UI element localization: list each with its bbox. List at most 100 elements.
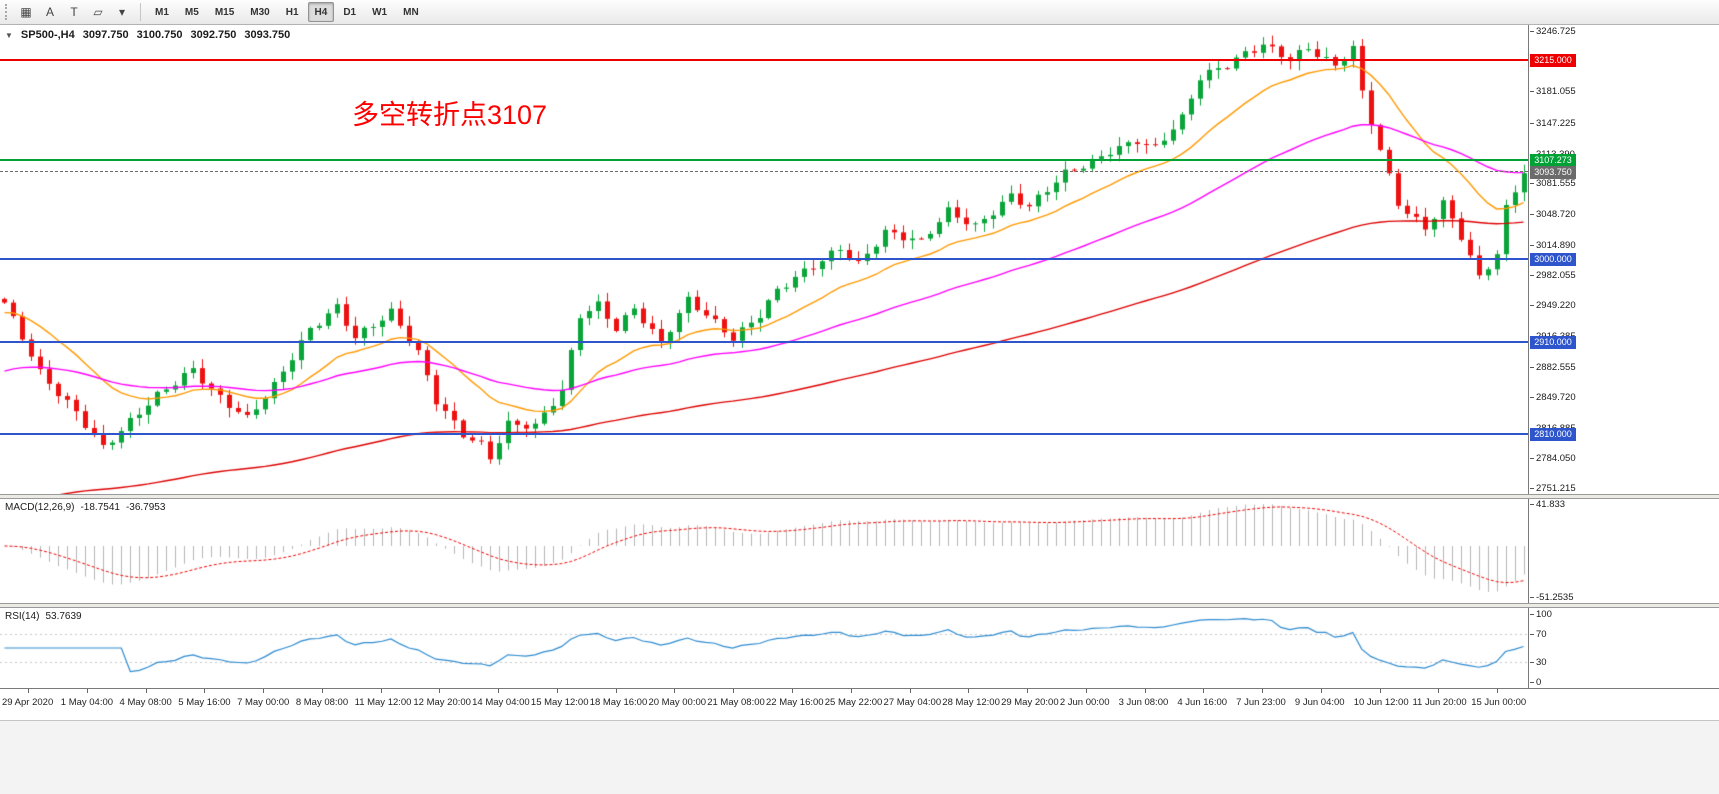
price-chart-panel: ▼ SP500-,H4 3097.750 3100.750 3092.750 3… — [0, 25, 1719, 494]
rsi-title: RSI(14) — [5, 611, 40, 622]
expand-icon[interactable]: ▼ — [5, 30, 13, 40]
time-tick — [1262, 689, 1263, 693]
time-tick — [439, 689, 440, 693]
timeframe-w1[interactable]: W1 — [372, 6, 388, 18]
timeframe-d1[interactable]: D1 — [343, 6, 357, 18]
time-tick — [263, 689, 264, 693]
time-tick — [1321, 689, 1322, 693]
panel-resize-divider[interactable] — [0, 494, 1719, 499]
timeframe-m1[interactable]: M1 — [155, 6, 169, 18]
time-tick — [1145, 689, 1146, 693]
level-lines-layer — [0, 25, 1528, 494]
time-label: 18 May 16:00 — [589, 697, 648, 708]
rsi-panel: RSI(14) 53.7639 100 70 30 0 — [0, 608, 1719, 688]
time-tick — [910, 689, 911, 693]
time-label: 11 Jun 20:00 — [1412, 697, 1467, 708]
shapes-tool-icon[interactable]: ▱ — [93, 5, 103, 19]
time-label: 4 Jun 16:00 — [1177, 697, 1228, 708]
time-label: 25 May 22:00 — [824, 697, 883, 708]
time-tick — [1027, 689, 1028, 693]
time-tick — [674, 689, 675, 693]
level-line-2810.000[interactable] — [0, 432, 1528, 435]
price-badge-2910.000: 2910.000 — [1530, 335, 1576, 349]
price-axis[interactable]: 3246.7253181.0553147.2253113.3903081.555… — [1528, 25, 1719, 494]
rsi-label: RSI(14) 53.7639 — [5, 611, 82, 622]
price-axis-label: 2882.555 — [1530, 362, 1576, 373]
ohlc-high: 3100.750 — [136, 29, 183, 41]
toolbar-grip[interactable] — [5, 4, 9, 20]
time-tick — [1438, 689, 1439, 693]
timeframe-h1[interactable]: H1 — [285, 6, 299, 18]
price-axis-label: 3246.725 — [1530, 25, 1576, 37]
price-badge-2810.000: 2810.000 — [1530, 427, 1576, 441]
timeframe-h4[interactable]: H4 — [307, 2, 335, 22]
rsi-scale-label: 30 — [1530, 656, 1547, 668]
price-axis-label: 3081.555 — [1530, 178, 1576, 190]
macd-value-main: -18.7541 — [80, 502, 120, 513]
timeframe-m15[interactable]: M15 — [214, 6, 235, 18]
level-line-3093.750[interactable] — [0, 171, 1528, 173]
rsi-scale-label: 100 — [1530, 608, 1552, 620]
rsi-value: 53.7639 — [45, 611, 82, 622]
level-line-2910.000[interactable] — [0, 340, 1528, 343]
timeframe-mn[interactable]: MN — [403, 6, 419, 18]
rsi-axis[interactable]: 100 70 30 0 — [1528, 608, 1719, 688]
time-tick — [87, 689, 88, 693]
rsi-canvas[interactable] — [0, 608, 1528, 688]
time-axis[interactable]: 29 Apr 2020 1 May 04:00 4 May 08:00 5 May 1… — [0, 688, 1719, 720]
time-tick — [28, 689, 29, 693]
time-tick — [498, 689, 499, 693]
level-line-3215.000[interactable] — [0, 59, 1528, 62]
macd-title: MACD(12,26,9) — [5, 502, 75, 513]
price-axis-label: 3014.890 — [1530, 239, 1576, 251]
time-tick — [1497, 689, 1498, 693]
time-tick — [733, 689, 734, 693]
price-badge-3000.000: 3000.000 — [1530, 252, 1576, 266]
timeframe-m5[interactable]: M5 — [184, 6, 199, 18]
time-tick — [1380, 689, 1381, 693]
rsi-scale-label: 70 — [1530, 629, 1547, 641]
time-label: 9 Jun 04:00 — [1294, 697, 1345, 708]
chart-ohlc-readout: ▼ SP500-,H4 3097.750 3100.750 3092.750 3… — [5, 29, 290, 41]
time-label: 28 May 12:00 — [942, 697, 1000, 708]
level-line-3000.000[interactable] — [0, 257, 1528, 260]
time-label: 20 May 00:00 — [648, 697, 707, 708]
price-badge-3107.273: 3107.273 — [1530, 153, 1576, 167]
chart-text-annotation[interactable]: 多空转折点3107 — [352, 100, 548, 130]
time-tick — [204, 689, 205, 693]
rsi-scale-label: 0 — [1529, 677, 1542, 688]
time-label: 21 May 08:00 — [707, 697, 765, 708]
price-badge-3093.750: 3093.750 — [1530, 166, 1576, 180]
macd-scale-label: -51.2535 — [1530, 592, 1574, 603]
time-label: 4 May 08:00 — [119, 697, 172, 708]
macd-axis[interactable]: 41.833 -51.2535 — [1528, 499, 1719, 603]
time-tick — [851, 689, 852, 693]
time-label: 5 May 16:00 — [178, 697, 231, 708]
ohlc-low: 3092.750 — [190, 29, 237, 41]
macd-canvas[interactable] — [0, 499, 1528, 603]
time-tick — [792, 689, 793, 693]
price-axis-label: 2849.720 — [1530, 392, 1576, 404]
shapes-dropdown-icon[interactable]: ▾ — [118, 5, 126, 19]
text-tool[interactable]: T — [70, 5, 78, 19]
crosshair-icon[interactable]: ▦ — [20, 5, 32, 19]
time-label: 1 May 04:00 — [60, 697, 114, 708]
time-tick — [557, 689, 558, 693]
time-label: 22 May 16:00 — [766, 697, 824, 708]
level-line-3107.273[interactable] — [0, 158, 1528, 161]
time-label: 10 Jun 12:00 — [1353, 697, 1409, 708]
macd-value-signal: -36.7953 — [125, 502, 166, 513]
time-label: 29 Apr 2020 — [2, 697, 54, 708]
time-label: 27 May 04:00 — [883, 697, 942, 708]
toolbar: ▦ A T ▱ ▾ M1 M5 M15 M30 H1 H4 D1 W1 MN — [0, 0, 1719, 25]
time-label: 3 Jun 08:00 — [1118, 697, 1169, 708]
timeframe-m30[interactable]: M30 — [250, 6, 270, 18]
toolbar-separator — [140, 3, 141, 21]
time-tick — [322, 689, 323, 693]
time-tick — [968, 689, 969, 693]
time-tick — [1086, 689, 1087, 693]
text-label-tool[interactable]: A — [45, 5, 54, 19]
time-label: 15 May 12:00 — [530, 697, 589, 708]
panel-resize-divider[interactable] — [0, 603, 1719, 608]
price-axis-label: 2784.050 — [1530, 452, 1576, 464]
